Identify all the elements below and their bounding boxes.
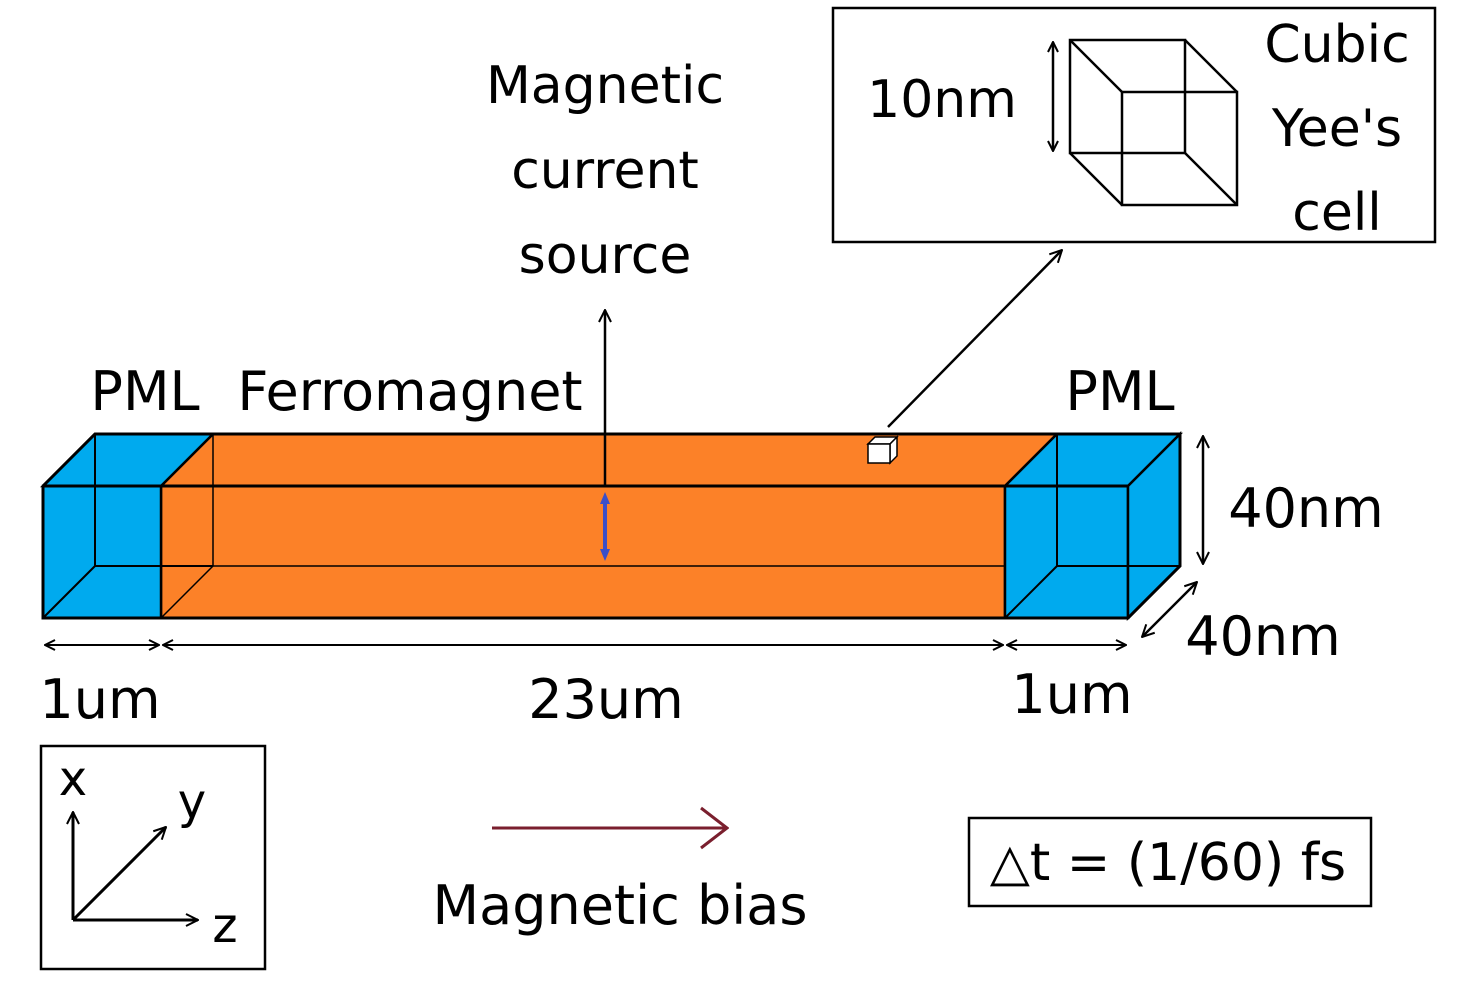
axes-legend: x y z [39,744,267,971]
cell-size-label: 10nm [867,70,1017,130]
timestep-label: △t = (1/60) fs [990,833,1346,893]
pml-left-region [39,432,217,620]
zoom-arrow [887,250,1062,428]
source-label-line-3: source [519,226,692,286]
x-axis-label: x [59,751,87,807]
inset-frame [831,6,1437,244]
source-label-line-2: current [511,141,699,201]
source-label: Magnetic current source [486,56,724,286]
y-axis-arrow [71,827,166,922]
ferromagnet-region [157,432,1061,620]
depth-label: 40nm [1185,605,1341,668]
source-label-line-1: Magnetic [486,56,724,116]
pml-right-label: PML [1065,360,1174,423]
ferro-length-label: 23um [528,668,684,731]
inset-title-line-2: Yee's [1271,99,1402,159]
tiny-cell-icon [866,435,899,465]
ferromagnet-label: Ferromagnet [237,360,582,423]
inset-title-line-3: cell [1292,183,1381,243]
pml-right-region [1001,430,1184,622]
axes-frame [39,744,267,971]
inset-title-line-1: Cubic [1264,15,1409,75]
cube-wireframe [1068,38,1239,207]
timestep-box [967,816,1373,908]
pml-left-length-label: 1um [39,668,160,731]
inset-title: Cubic Yee's cell [1264,15,1409,243]
height-label: 40nm [1228,477,1384,540]
yee-cell-inset: 10nm Cubic Yee's cell [831,6,1437,244]
depth-dimension-arrow [1142,582,1197,637]
waveguide [39,430,1184,622]
pml-right-length-label: 1um [1011,663,1132,726]
pml-left-label: PML [90,360,199,423]
z-axis-label: z [212,898,237,954]
y-axis-label: y [178,774,206,830]
bias-label: Magnetic bias [433,874,808,937]
